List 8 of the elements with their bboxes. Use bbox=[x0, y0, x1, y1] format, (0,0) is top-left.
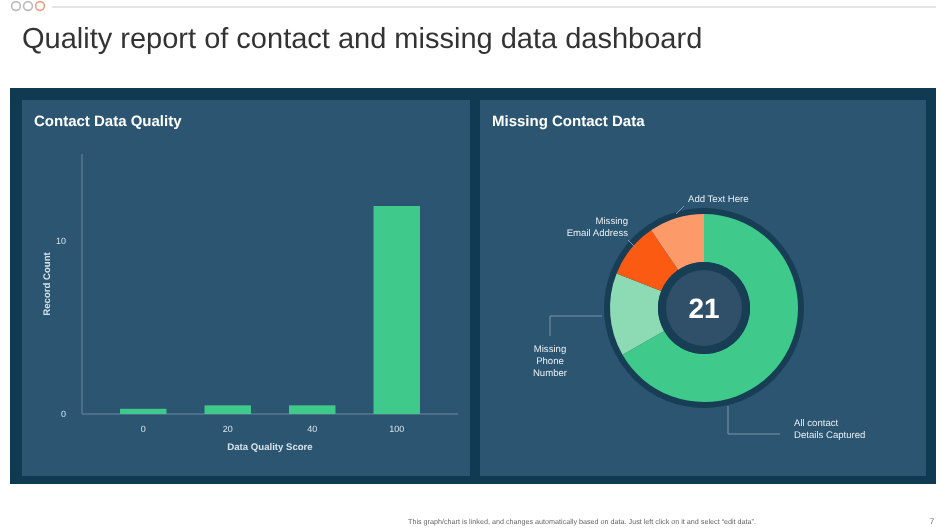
bar bbox=[120, 408, 167, 414]
bar bbox=[204, 405, 251, 414]
bar bbox=[289, 405, 336, 414]
text: Quality report of contact and missing data dashboard bbox=[22, 24, 703, 56]
donut-slice bbox=[610, 273, 665, 355]
text: 21 bbox=[688, 292, 720, 324]
bar bbox=[373, 206, 420, 414]
donut-slice bbox=[651, 214, 704, 270]
